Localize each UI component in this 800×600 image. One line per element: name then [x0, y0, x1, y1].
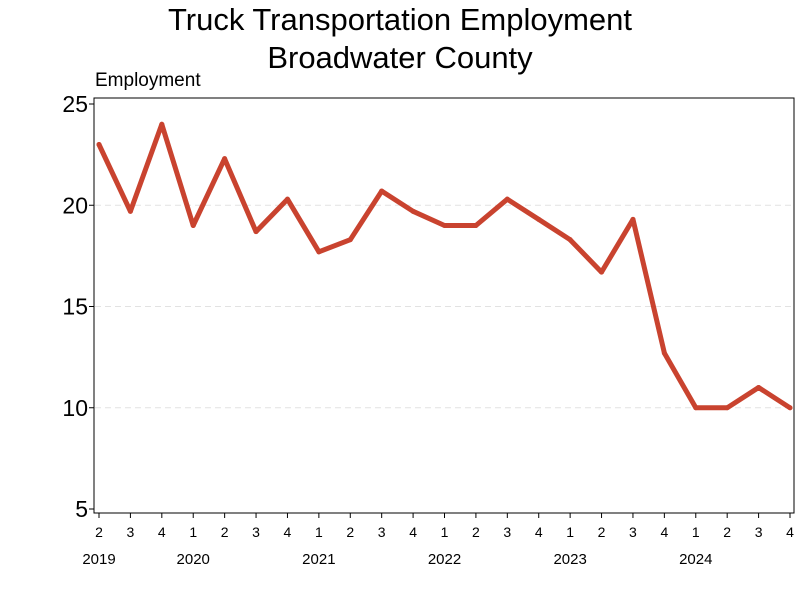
x-tick-label: 1	[441, 524, 449, 540]
x-tick-label: 4	[284, 524, 292, 540]
x-tick-label: 2	[95, 524, 103, 540]
x-tick-label: 2	[346, 524, 354, 540]
data-point	[630, 216, 636, 222]
data-point	[159, 121, 165, 127]
data-point	[222, 156, 228, 162]
chart-title: Truck Transportation Employment	[168, 2, 632, 37]
x-tick-label: 3	[503, 524, 511, 540]
data-point	[787, 405, 793, 411]
x-tick-label: 2	[221, 524, 229, 540]
data-point	[693, 405, 699, 411]
year-label: 2023	[553, 551, 586, 568]
data-point	[127, 208, 133, 214]
y-tick-label: 10	[62, 395, 88, 421]
x-tick-label: 1	[692, 524, 700, 540]
year-label: 2019	[82, 551, 115, 568]
data-point	[96, 142, 102, 147]
y-tick-label: 5	[75, 496, 88, 522]
y-axis: 5 10 15 20 25	[62, 91, 94, 522]
x-tick-label: 4	[409, 524, 417, 540]
x-tick-label: 3	[252, 524, 260, 540]
year-label: 2024	[679, 551, 712, 568]
y-tick-label: 15	[62, 294, 88, 320]
x-axis: 2 3 4 1 2 3 4 1 2 3 4 1 2 3 4 1 2 3 4 1 2 3 4 2019 2020 2021 2022 2…	[82, 513, 794, 568]
x-tick-label: 2	[723, 524, 731, 540]
series-line	[96, 121, 793, 411]
data-point	[661, 350, 667, 356]
data-point	[567, 237, 573, 243]
x-tick-label: 2	[472, 524, 480, 540]
data-point	[504, 196, 510, 202]
x-tick-label: 3	[629, 524, 637, 540]
x-tick-label: 3	[755, 524, 763, 540]
data-point	[316, 249, 322, 255]
year-label: 2021	[302, 551, 335, 568]
x-tick-label: 3	[127, 524, 135, 540]
data-point	[410, 208, 416, 214]
x-tick-label: 3	[378, 524, 386, 540]
data-point	[284, 196, 290, 202]
x-tick-label: 1	[189, 524, 197, 540]
data-point	[190, 223, 196, 228]
y-tick-label: 25	[62, 91, 88, 117]
year-label: 2020	[177, 551, 210, 568]
data-point	[599, 269, 605, 275]
data-point	[473, 223, 479, 228]
data-point	[756, 385, 762, 390]
y-axis-label: Employment	[95, 70, 201, 91]
data-point	[442, 223, 447, 228]
data-point	[724, 405, 730, 411]
plot-frame	[93, 97, 795, 514]
data-point	[347, 237, 353, 243]
x-tick-label: 4	[660, 524, 668, 540]
y-tick-label: 20	[62, 192, 88, 218]
series-layer	[96, 121, 793, 411]
data-point	[536, 216, 542, 222]
data-point	[253, 229, 259, 235]
x-tick-label: 4	[786, 524, 794, 540]
x-tick-label: 1	[315, 524, 323, 540]
x-tick-label: 2	[598, 524, 606, 540]
data-point	[379, 188, 385, 194]
x-tick-label: 1	[566, 524, 574, 540]
x-tick-label: 4	[158, 524, 166, 540]
x-tick-label: 4	[535, 524, 543, 540]
chart-subtitle: Broadwater County	[267, 40, 533, 75]
gridlines	[95, 204, 793, 409]
year-label: 2022	[428, 551, 461, 568]
